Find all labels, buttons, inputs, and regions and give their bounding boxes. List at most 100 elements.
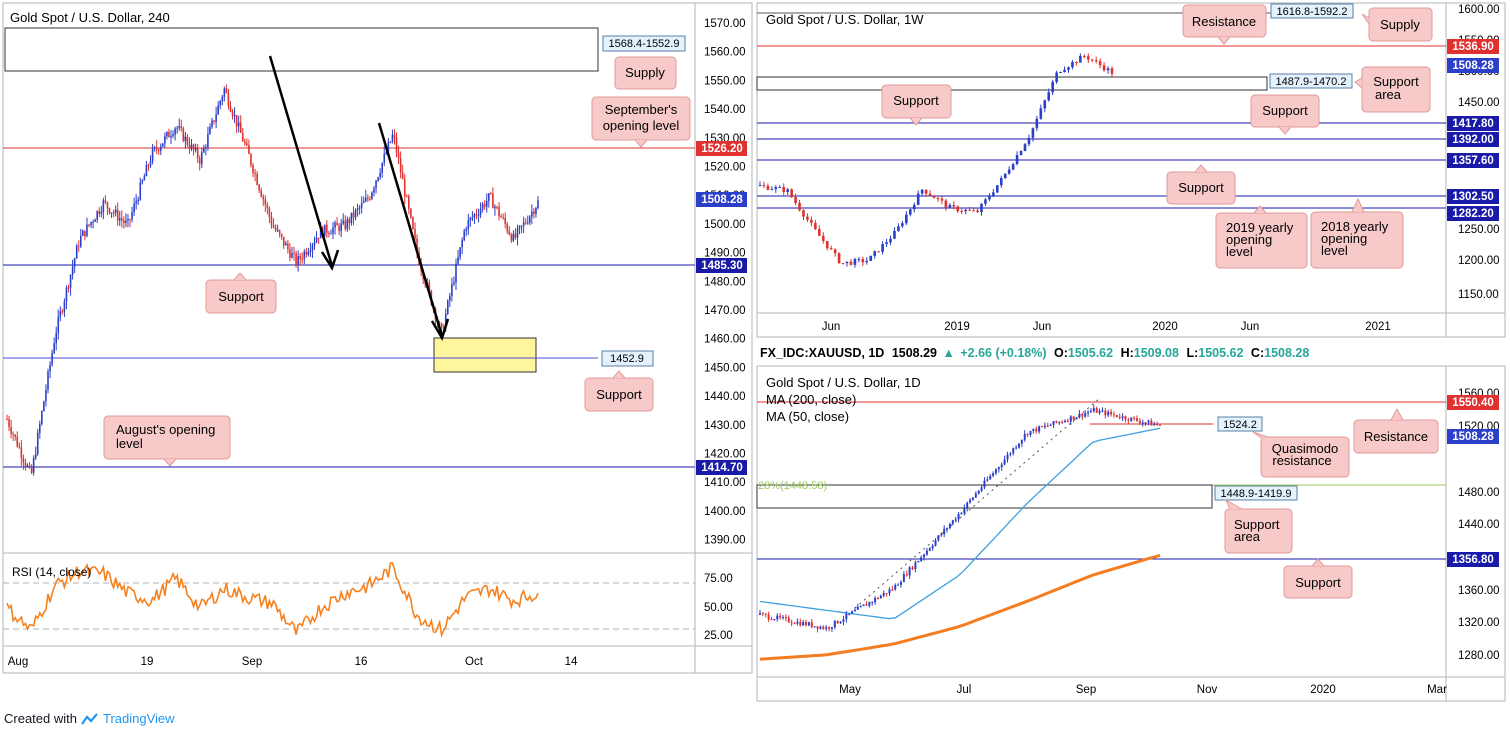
trend-arrow-2[interactable]	[377, 122, 450, 342]
candle-body	[900, 581, 903, 585]
candle-body	[828, 627, 831, 629]
candle-body	[465, 228, 468, 232]
candle-body	[473, 214, 476, 218]
candle-body	[211, 120, 213, 127]
weekly-chart-panel[interactable]: 1600.001550.001500.001450.001250.001200.…	[756, 2, 1506, 338]
candle-body	[334, 222, 336, 228]
candle-body	[354, 210, 357, 218]
candle-body	[983, 480, 986, 488]
candle-body	[980, 203, 983, 212]
candle-body	[446, 300, 449, 314]
candle-body	[793, 623, 796, 625]
candle-body	[399, 158, 402, 173]
candle-body	[988, 196, 991, 200]
time-axis[interactable]: Jun 2019 Jun 2020 Jun 2021	[822, 321, 1391, 333]
price-tag-1526: 1526.20	[696, 141, 747, 156]
candle-body	[928, 548, 931, 551]
candle-body	[762, 185, 766, 187]
svg-text:1282.20: 1282.20	[1452, 208, 1494, 220]
callout-quasimodo[interactable]: Quasimodo resistance	[1252, 431, 1350, 478]
callout-supply[interactable]: Supply	[614, 56, 677, 90]
candle-body	[213, 120, 215, 122]
callout-support-area[interactable]: Support area	[1224, 498, 1293, 554]
callout-support[interactable]: Support	[1283, 558, 1353, 599]
svg-text:1452.9: 1452.9	[610, 353, 644, 365]
candle-body	[403, 179, 406, 197]
tradingview-logo-icon	[81, 712, 98, 725]
callout-support-area[interactable]: Support area	[1354, 66, 1431, 113]
candle-body	[479, 208, 482, 215]
candle-body	[246, 143, 248, 146]
candle-body	[1147, 420, 1150, 423]
callout-september-opening[interactable]: September's opening level	[591, 96, 691, 148]
candle-body	[1098, 61, 1102, 66]
candle-body	[1072, 416, 1075, 420]
callout-support-right[interactable]: Support	[584, 370, 654, 412]
candle-body	[53, 343, 55, 354]
candle-body	[186, 136, 189, 145]
candle-body	[1098, 410, 1101, 413]
price-axis[interactable]: 1560.001520.001480.001440.001400.001360.…	[1458, 0, 1500, 662]
candle-body	[336, 222, 338, 226]
candle-body	[80, 235, 82, 247]
candle-body	[1023, 144, 1027, 151]
candle-body	[217, 105, 219, 115]
daily-chart-panel[interactable]: FX_IDC:XAUUSD, 1D 1508.29 ▲ +2.66 (+0.18…	[756, 0, 1506, 702]
candle-body	[241, 132, 244, 142]
candle-body	[956, 206, 960, 212]
h4-chart-panel[interactable]: 1570.001560.001550.001540.001530.001520.…	[2, 2, 753, 674]
callout-supply[interactable]: Supply	[1361, 7, 1433, 42]
callout-2018-yearly[interactable]: 2018 yearly opening level	[1310, 197, 1404, 269]
candle-body	[133, 203, 135, 213]
candle-body	[233, 115, 236, 117]
candle-body	[1124, 416, 1127, 420]
callout-resistance[interactable]: Resistance	[1182, 4, 1267, 45]
axis-tick: 1360.00	[1458, 585, 1500, 597]
candle-body	[205, 147, 207, 149]
callout-resistance[interactable]: Resistance	[1353, 407, 1439, 454]
axis-tick: 1460.00	[704, 334, 746, 346]
candle-body	[1083, 55, 1086, 57]
candle-body	[764, 613, 767, 615]
candle-body	[1138, 420, 1141, 423]
candle-body	[862, 604, 865, 606]
callout-support-right[interactable]: Support	[1250, 94, 1320, 135]
candle-body	[528, 216, 531, 223]
candle-body	[853, 259, 857, 265]
callout-support-mid[interactable]: Support	[1166, 164, 1236, 205]
callout-support-mid[interactable]: Support	[205, 272, 277, 314]
svg-text:1526.20: 1526.20	[701, 143, 743, 155]
candle-body	[166, 132, 168, 137]
time-axis[interactable]: Aug 19 Sep 16 Oct 14	[8, 656, 578, 668]
callout-august-opening[interactable]: August's opening level	[103, 415, 231, 467]
support-area-zone[interactable]	[756, 76, 1268, 91]
support-zone[interactable]	[433, 337, 537, 373]
candle-body	[36, 432, 39, 454]
candle-body	[416, 238, 418, 253]
candle-body	[494, 206, 496, 209]
candle-body	[992, 192, 995, 197]
quasimodo-label: 1524.2	[1217, 416, 1263, 432]
callout-support-left[interactable]: Support	[881, 84, 952, 126]
candle-body	[274, 227, 277, 231]
candle-body	[516, 228, 519, 238]
candle-body	[151, 148, 154, 162]
candle-body	[986, 479, 989, 481]
candle-body	[897, 226, 900, 231]
candle-body	[135, 201, 137, 204]
axis-tick: 14	[565, 656, 578, 668]
svg-text:Supply: Supply	[625, 65, 665, 80]
supply-zone[interactable]	[4, 27, 599, 72]
candle-body	[14, 434, 17, 437]
time-axis[interactable]: May Jul Sep Nov 2020 Mar	[839, 684, 1447, 696]
trend-arrow-1[interactable]	[268, 55, 340, 271]
tradingview-link[interactable]: TradingView	[102, 711, 175, 726]
candle-body	[129, 219, 131, 221]
candle-body	[1127, 419, 1130, 421]
axis-tick: Sep	[242, 656, 262, 668]
callout-2019-yearly[interactable]: 2019 yearly opening level	[1215, 205, 1308, 269]
candle-body	[295, 253, 297, 265]
candle-body	[244, 141, 246, 144]
axis-tick: Jul	[957, 684, 972, 696]
candle-body	[514, 233, 517, 238]
